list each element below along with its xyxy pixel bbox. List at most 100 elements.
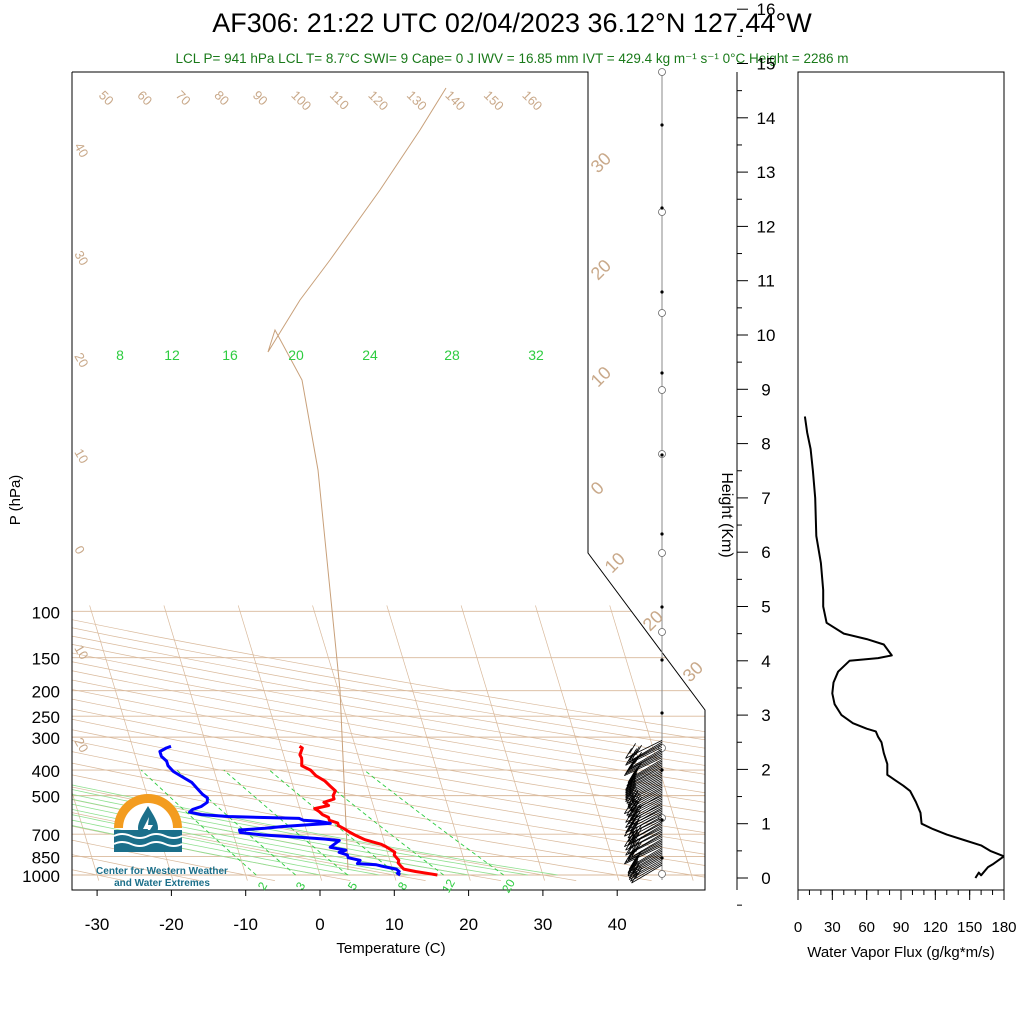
wind-barb-shaft	[627, 810, 663, 830]
isotherm-label: 100	[288, 88, 314, 114]
dry-adiabat-line	[72, 610, 705, 881]
isotherm-label: 90	[250, 88, 271, 109]
wind-barb-flag	[625, 852, 632, 863]
wind-barb-shaft	[631, 847, 663, 867]
staff-circle	[658, 870, 666, 878]
wind-barb-shaft	[627, 854, 663, 873]
moist-adiabat-line	[72, 690, 529, 876]
moist-adiabat-line	[72, 690, 380, 876]
dry-adiabat-line	[72, 610, 705, 881]
flux-tick-label: 180	[991, 919, 1016, 936]
wind-barb-shaft	[631, 838, 663, 858]
flux-tick-label: 60	[858, 919, 875, 936]
wind-barb-shaft	[625, 778, 663, 797]
wind-barb-shaft	[626, 767, 663, 787]
mixing-ratio-label: 12	[439, 876, 458, 895]
wind-barb-shaft	[625, 776, 663, 796]
temperature-tick-label: -10	[233, 915, 258, 934]
isotherm-line	[237, 605, 323, 881]
staff-dot	[660, 371, 664, 375]
isotherm-label: 110	[327, 88, 352, 113]
staff-dot	[660, 290, 664, 294]
dry-adiabat-label: 0	[71, 543, 88, 557]
staff-dot	[660, 532, 664, 536]
wind-barb-flag	[635, 841, 642, 853]
height-tick-label: 13	[757, 163, 776, 182]
wind-barb-shaft	[630, 849, 663, 868]
wind-barb-flag	[624, 803, 631, 814]
logo-bolt-icon	[143, 817, 153, 838]
wind-barb-shaft	[626, 797, 663, 816]
height-tick-label: 9	[761, 380, 770, 399]
wind-barb-flag	[627, 813, 635, 825]
wind-barb-shaft	[626, 745, 663, 764]
flux-tick-label: 120	[923, 919, 948, 936]
wind-barb-shaft	[629, 830, 663, 849]
wind-barb-shaft	[624, 845, 663, 865]
chart-title: AF306: 21:22 UTC 02/04/2023 36.12°N 127.…	[212, 8, 812, 38]
wind-barb-shaft	[626, 785, 663, 804]
parcel-trace	[267, 87, 447, 871]
temperature-label: 30	[679, 658, 707, 686]
wind-barb-shaft	[625, 781, 663, 801]
mixing-ratio-label: 20	[288, 347, 304, 363]
wind-barb-shaft	[627, 786, 663, 806]
wind-barb-flag	[631, 801, 638, 813]
wind-barb-shaft	[631, 821, 663, 841]
flux-axis-label: Water Vapor Flux (g/kg*m/s)	[807, 944, 995, 961]
wind-barb-flag	[627, 843, 635, 854]
wind-barb-shaft	[627, 805, 663, 825]
wind-barb-shaft	[627, 765, 663, 785]
wind-barb-shaft	[627, 764, 663, 783]
wind-barb-shaft	[630, 812, 663, 832]
wind-barb-flag	[628, 798, 636, 809]
wind-barb-shaft	[627, 788, 663, 808]
wind-barb-flag	[635, 805, 642, 816]
height-tick-label: 7	[761, 489, 770, 508]
temperature-axis-label: Temperature (C)	[336, 940, 445, 957]
mixing-ratio-label: 16	[222, 347, 238, 363]
dry-adiabat-line	[72, 610, 705, 881]
height-tick-label: 0	[761, 869, 770, 888]
isotherm-line	[683, 605, 705, 881]
height-tick-label: 14	[757, 109, 776, 128]
flux-border	[797, 71, 1005, 891]
height-tick-label: 5	[761, 598, 770, 617]
wind-barb-shaft	[630, 862, 663, 882]
dry-adiabat-label: 30	[71, 248, 91, 268]
height-tick-label: 2	[761, 760, 770, 779]
wind-barb-shaft	[629, 852, 663, 872]
wind-barb-flag	[630, 800, 637, 811]
height-tick-label: 15	[757, 55, 776, 74]
dry-adiabat-line	[72, 610, 705, 881]
temperature-label: 10	[587, 363, 615, 391]
staff-circle	[658, 628, 666, 636]
wind-barb-shaft	[626, 769, 663, 789]
isotherm-line	[163, 605, 248, 881]
isotherm-label: 70	[173, 88, 194, 109]
wind-barb-shaft	[629, 762, 663, 782]
wind-barb-shaft	[629, 859, 663, 879]
flux-tick-label: 0	[794, 919, 802, 936]
height-tick-label: 1	[761, 815, 770, 834]
moist-adiabat-line	[72, 690, 558, 876]
dry-adiabat-line	[72, 610, 705, 881]
dry-adiabat-label: 20	[71, 735, 91, 755]
pressure-tick-label: 500	[32, 788, 60, 807]
dry-adiabat-line	[72, 610, 705, 881]
wind-barb-shaft	[631, 802, 663, 822]
wind-barb-flag	[624, 836, 631, 847]
temperature-profile	[298, 745, 438, 877]
wind-barb-shaft	[627, 857, 663, 877]
mixing-ratio-label: 20	[499, 876, 518, 895]
height-tick-label: 10	[757, 326, 776, 345]
wind-barb-shaft	[629, 816, 663, 835]
wind-barb-shaft	[625, 836, 663, 856]
cw3e-logo	[92, 784, 232, 894]
wind-barb-shaft	[625, 774, 663, 794]
wind-barb-shaft	[630, 760, 663, 780]
moist-adiabat-line	[72, 690, 350, 876]
wind-barb-shaft	[627, 752, 663, 771]
wind-barb-shaft	[629, 840, 663, 860]
